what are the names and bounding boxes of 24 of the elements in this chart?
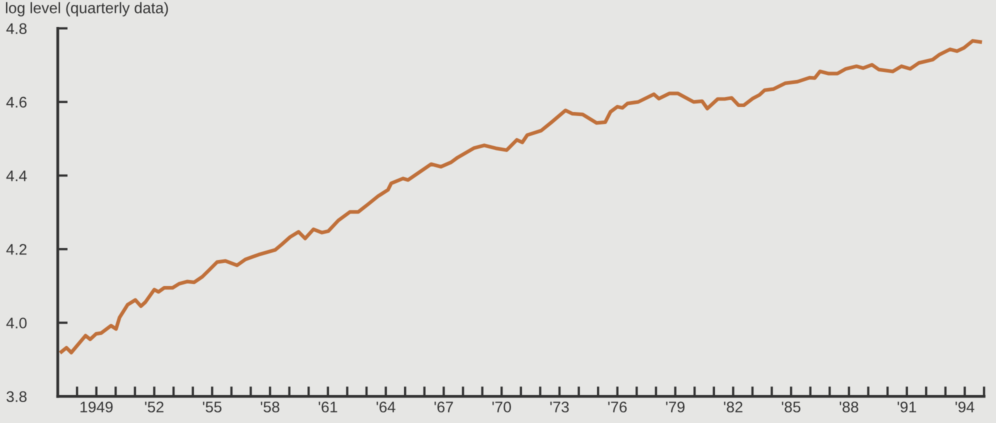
x-tick-label: '61 <box>318 402 338 412</box>
x-tick-label: 1949 <box>80 402 113 412</box>
y-tick-label: 4.8 <box>6 23 27 34</box>
y-tick-label: 3.8 <box>6 391 27 402</box>
x-tick-label: '79 <box>666 402 685 412</box>
x-tick-label: '73 <box>550 402 569 412</box>
x-tick-label: '85 <box>782 402 800 412</box>
y-tick-label: 4.6 <box>6 96 27 108</box>
y-tick-label: 4.4 <box>6 170 27 182</box>
x-tick-label: '76 <box>608 402 627 412</box>
x-tick-label: '67 <box>434 402 453 412</box>
x-tick-label: '58 <box>260 402 280 412</box>
x-tick-label: '64 <box>376 402 396 412</box>
line-series <box>60 39 982 354</box>
x-tick-label: '55 <box>202 402 222 412</box>
x-tick-label: '94 <box>956 402 974 412</box>
y-tick-label: 4.2 <box>6 244 26 255</box>
y-tick-label: 4.0 <box>6 318 27 328</box>
x-tick-label: '88 <box>840 402 858 412</box>
y-axis-title: log level (quarterly data) <box>6 2 168 16</box>
x-tick-label: '70 <box>492 402 511 412</box>
x-tick-label: '82 <box>724 402 742 412</box>
x-tick-label: '52 <box>145 402 164 412</box>
x-tick-label: '91 <box>898 402 916 412</box>
